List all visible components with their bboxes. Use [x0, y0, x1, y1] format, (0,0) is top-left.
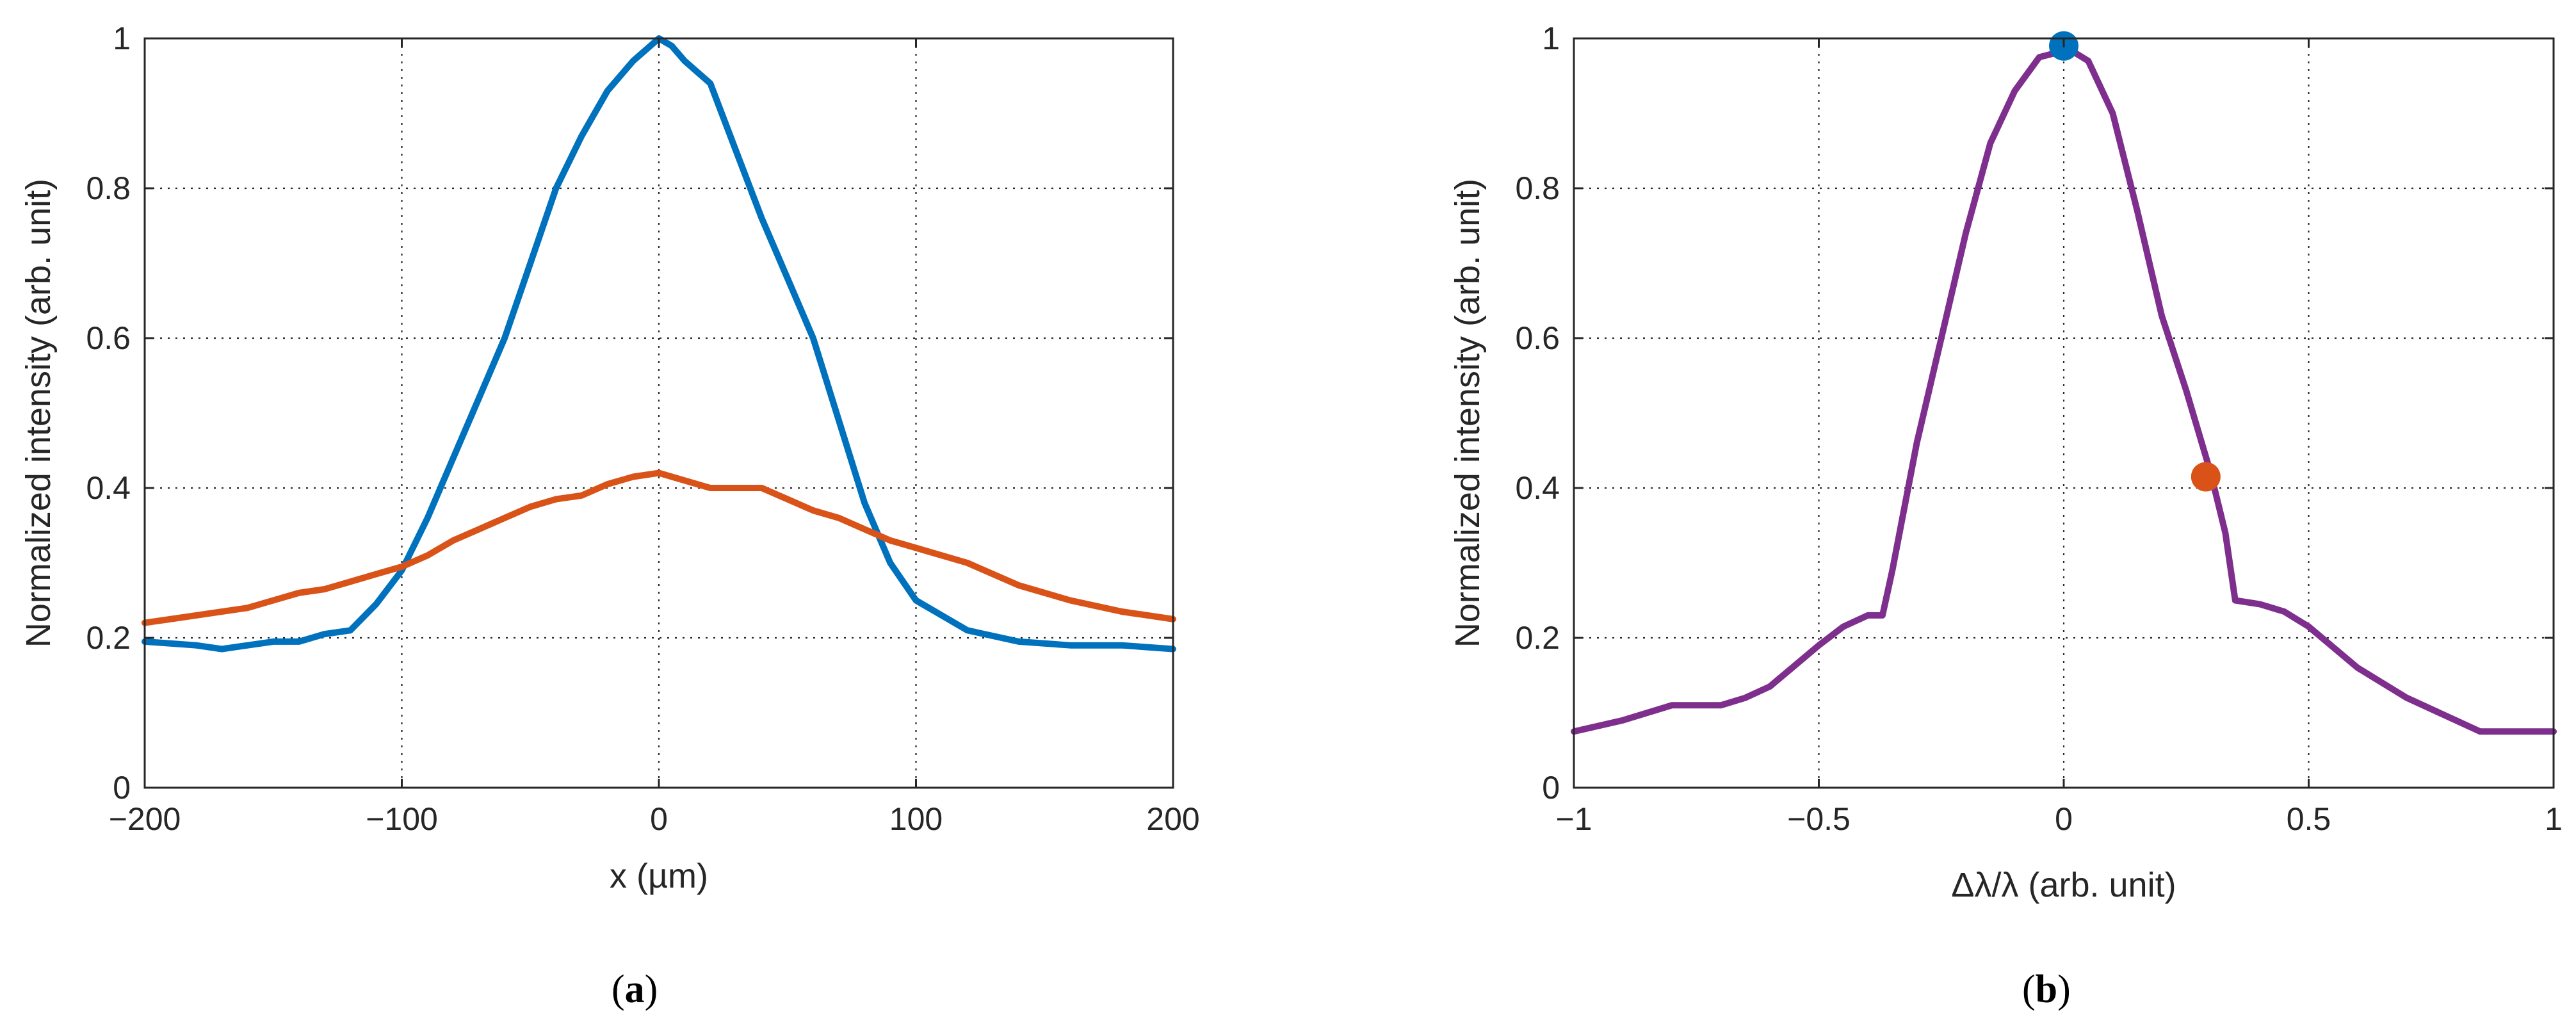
y-tick-label-b: 0.6	[1515, 320, 1560, 356]
x-tick-label-a: 200	[1146, 801, 1199, 837]
series-blue-a	[142, 35, 1176, 653]
y-tick-label-b: 0.2	[1515, 620, 1560, 656]
y-tick-label-b: 0	[1542, 770, 1560, 806]
y-tick-label-a: 0.2	[86, 620, 131, 656]
x-tick-label-b: 1	[2545, 801, 2563, 837]
plot-frame-a	[143, 37, 1174, 789]
x-tick-label-b: −1	[1555, 801, 1592, 837]
y-tick-label-a: 0.6	[86, 320, 131, 356]
x-tick-label-b: 0.5	[2287, 801, 2331, 837]
panel-label-a: (a)	[612, 968, 658, 1011]
y-tick-label-b: 1	[1542, 20, 1560, 56]
y-tick-label-a: 0	[113, 770, 131, 806]
x-axis-label-b: Δλ/λ (arb. unit)	[1951, 866, 2176, 904]
marker-half-point	[2191, 462, 2221, 492]
x-tick-label-b: −0.5	[1787, 801, 1851, 837]
chart-a: −200 −100 0 100 200 0 0.2 0.4 0.6 0.8 1 x (µm) Nor…	[19, 20, 1200, 1011]
x-tick-label-a: 0	[650, 801, 668, 837]
x-tick-label-a: −200	[109, 801, 181, 837]
x-axis-label-a: x (µm)	[610, 857, 708, 895]
x-tick-label-a: 100	[889, 801, 943, 837]
panel-label-b: (b)	[2022, 968, 2071, 1011]
x-tick-label-a: −100	[366, 801, 438, 837]
x-tick-label-b: 0	[2055, 801, 2073, 837]
chart-b: −1 −0.5 0 0.5 1 0 0.2 0.4 0.6 0.8 1 Δλ/λ (arb. uni…	[1448, 20, 2563, 1011]
y-axis-label-a: Normalized intensity (arb. unit)	[19, 179, 58, 647]
series-purple-b	[1571, 42, 2557, 735]
y-tick-label-b: 0.4	[1515, 470, 1560, 506]
y-tick-label-a: 0.4	[86, 470, 131, 506]
y-axis-label-b: Normalized intensity (arb. unit)	[1448, 179, 1487, 647]
y-tick-label-a: 1	[113, 20, 131, 56]
y-tick-label-b: 0.8	[1515, 170, 1560, 206]
y-tick-label-a: 0.8	[86, 170, 131, 206]
plot-frame-b	[1573, 37, 2555, 789]
series-orange-a	[142, 469, 1176, 626]
